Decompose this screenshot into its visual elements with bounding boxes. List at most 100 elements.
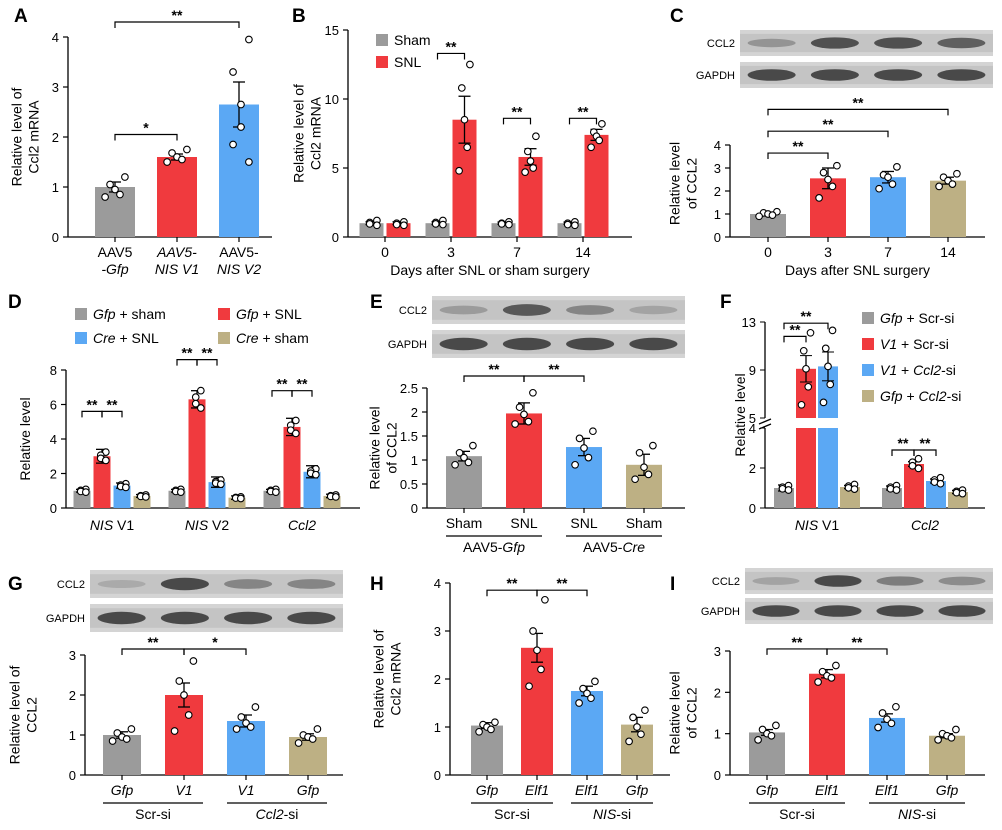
blot-band: [97, 611, 146, 625]
significance-label: *: [143, 120, 149, 136]
y-tick-label: 0: [749, 501, 756, 516]
blot-band: [502, 337, 551, 351]
x-axis-label: Days after SNL surgery: [785, 262, 930, 278]
data-point: [291, 429, 300, 438]
data-point: [246, 723, 255, 731]
blot-label: CCL2: [399, 305, 427, 317]
data-point: [439, 220, 447, 229]
data-point: [189, 657, 198, 665]
significance-label: **: [792, 634, 803, 650]
blot-band: [874, 37, 923, 49]
legend-swatch: [862, 390, 874, 402]
y-axis-label: Relative level of: [291, 84, 307, 183]
bar-2: [818, 428, 838, 508]
data-point: [497, 220, 506, 228]
x-tick-label: AAV5: [98, 244, 133, 260]
y-tick-label: 0.5: [400, 477, 418, 492]
blot-strip-shade: [432, 334, 685, 354]
blot-band: [224, 579, 273, 589]
legend-label: Sham: [394, 32, 431, 48]
data-point: [141, 493, 150, 501]
y-tick-label: 1: [411, 453, 418, 468]
data-point: [532, 132, 540, 141]
data-point: [537, 665, 545, 674]
blot-band: [810, 37, 859, 49]
legend-label-part-1: + Scr-si: [897, 336, 949, 352]
y-tick-label: 6: [50, 398, 57, 413]
y-tick-label: 2: [434, 672, 441, 687]
legend-label-part-2: Ccl2: [919, 388, 947, 404]
data-point: [953, 169, 961, 178]
data-point: [529, 164, 538, 172]
blot-label: CCL2: [712, 576, 740, 588]
data-point: [529, 627, 537, 635]
legend-label-part-1: + Scr-si: [903, 310, 955, 326]
bar: [165, 695, 203, 775]
y-axis-label: CCL2: [24, 697, 40, 733]
y-tick-label: 4: [50, 432, 57, 447]
data-point: [251, 703, 260, 711]
data-point: [170, 727, 179, 735]
x-tick-label: Gfp: [936, 782, 959, 798]
y-tick-label: 15: [325, 23, 339, 38]
data-point: [245, 158, 253, 166]
x-tick-label: Gfp: [297, 782, 320, 798]
blot-band: [938, 576, 986, 586]
x-tick-label: NIS V1: [155, 261, 199, 277]
legend-label-part-3: -si: [947, 388, 962, 404]
data-point: [584, 453, 593, 462]
legend-label-part-0: V1: [880, 362, 897, 378]
blot-label: GAPDH: [701, 606, 740, 618]
x-tick-label: Gfp: [626, 782, 649, 798]
y-tick-label: 1: [69, 728, 76, 743]
data-point: [183, 145, 191, 154]
x-axis-label: Days after SNL or sham surgery: [390, 262, 589, 278]
group-label-part-1: -si: [616, 806, 631, 822]
y-tick-label: 5: [332, 161, 339, 176]
data-point: [815, 194, 823, 202]
data-point: [237, 713, 246, 721]
data-point: [331, 493, 340, 501]
significance-bracket: [183, 648, 247, 655]
bar: [227, 721, 265, 775]
blot-band: [439, 305, 488, 315]
legend-label-part-1: + sham: [116, 306, 166, 322]
data-point: [191, 393, 200, 402]
blot-band: [566, 337, 615, 351]
significance-label: **: [277, 376, 288, 392]
blot-band: [502, 304, 551, 316]
data-point: [463, 143, 472, 152]
y-tick-label: 9: [749, 363, 756, 378]
legend-label-part-2: Ccl2: [913, 362, 941, 378]
blot-label: CCL2: [707, 38, 735, 50]
significance-label: **: [507, 575, 518, 591]
data-point: [108, 737, 117, 745]
data-point: [914, 464, 923, 473]
x-tick-label: Gfp: [111, 782, 134, 798]
panel-label: F: [720, 292, 732, 313]
blot-band: [747, 38, 796, 48]
y-tick-label: 10: [325, 92, 339, 107]
data-point: [122, 735, 131, 743]
data-point: [934, 736, 942, 744]
data-point: [814, 678, 822, 686]
x-tick-label-part-0: NIS: [185, 517, 209, 533]
y-tick-label: 2.5: [400, 381, 418, 396]
group-label-part-0: NIS: [593, 806, 617, 822]
significance-label: **: [549, 361, 560, 377]
x-tick-label: 0: [381, 244, 389, 260]
data-point: [431, 220, 440, 228]
legend-label-part-0: Cre: [236, 330, 259, 346]
significance-label: **: [898, 435, 909, 451]
panel-label: C: [670, 6, 684, 27]
bar: [506, 413, 542, 508]
significance-label: **: [920, 435, 931, 451]
y-tick-label: 0: [69, 768, 76, 783]
blot-band: [814, 575, 862, 587]
data-point: [176, 488, 185, 496]
blot-band: [566, 305, 615, 315]
bar-2: [208, 482, 226, 508]
group-label-part-1: -si: [921, 806, 936, 822]
